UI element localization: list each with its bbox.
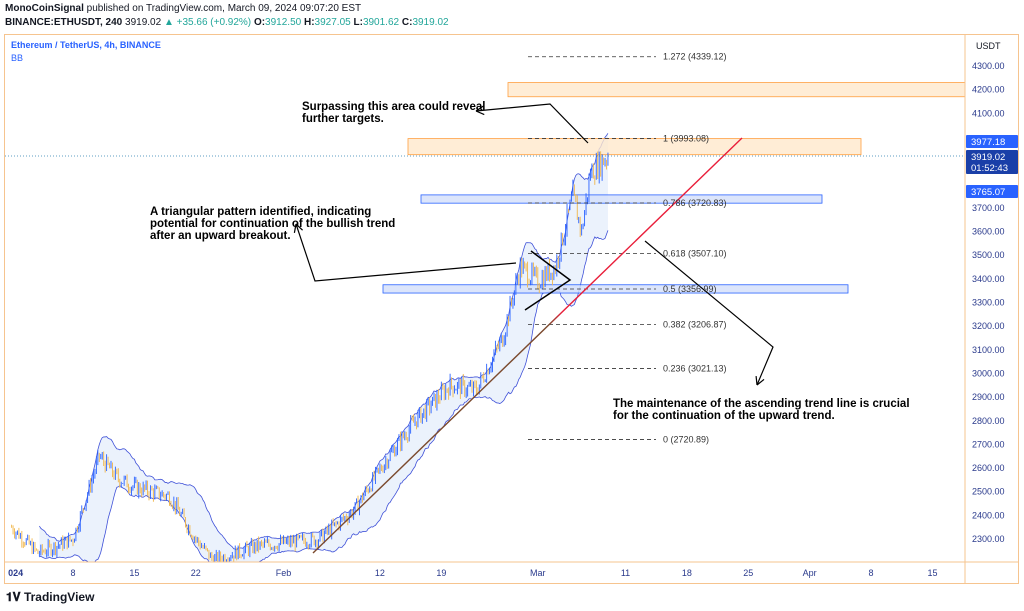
time-tick-label: 18 xyxy=(682,568,692,578)
o-label: O: xyxy=(253,17,266,28)
price-tick-label: 3500.00 xyxy=(972,250,1005,260)
ohlc-bar: BINANCE:ETHUSDT, 240 3919.02 ▲ +35.66 (+… xyxy=(5,17,449,28)
last-price-tag-text: 3919.02 xyxy=(971,152,1005,163)
fib-label-0.236: 0.236 (3021.13) xyxy=(663,363,727,373)
symbol: BINANCE:ETHUSDT, 240 xyxy=(5,17,123,28)
fib-label-0: 0 (2720.89) xyxy=(663,434,709,444)
c-label: C: xyxy=(401,17,413,28)
chart-legend-title: Ethereum / TetherUS, 4h, BINANCE xyxy=(11,40,161,50)
fib-label-0.5: 0.5 (3356.99) xyxy=(663,284,717,294)
tradingview-logo[interactable]: 𝟏𝐕 TradingView xyxy=(6,590,94,605)
price-tick-label: 3000.00 xyxy=(972,368,1005,378)
price-tick-label: 2500.00 xyxy=(972,487,1005,497)
publish-info: MonoCoinSignal published on TradingView.… xyxy=(5,3,361,14)
fib-label-0.382: 0.382 (3206.87) xyxy=(663,320,727,330)
zone-orange xyxy=(507,82,965,98)
h-label: H: xyxy=(303,17,315,28)
bollinger-upper xyxy=(39,133,609,551)
annotation-targets: Surpassing this area could reveal furthe… xyxy=(302,101,486,125)
arrow-triangle xyxy=(295,223,517,282)
close-value: 3919.02 xyxy=(412,17,449,28)
arrow-targets xyxy=(475,103,589,144)
price-change: ▲ +35.66 (+0.92%) xyxy=(163,17,252,28)
bb-upper-tag-text: 3977.18 xyxy=(971,137,1005,148)
time-tick-label: 15 xyxy=(129,568,139,578)
ascending-trend-line xyxy=(312,137,743,554)
price-tick-label: 4200.00 xyxy=(972,85,1005,95)
price-tick-label: 2600.00 xyxy=(972,463,1005,473)
l-label: L: xyxy=(353,17,363,28)
arrow-targets-head xyxy=(475,110,485,116)
time-tick-label: Feb xyxy=(276,568,292,578)
time-tick-label: Apr xyxy=(803,568,817,578)
last-price-tag xyxy=(966,150,1018,174)
zone-blue xyxy=(420,194,823,204)
annotation-triangle: A triangular pattern identified, indicat… xyxy=(150,206,396,242)
price-tick-label: 3200.00 xyxy=(972,321,1005,331)
chart-frame xyxy=(4,34,1019,584)
time-tick-label: 8 xyxy=(70,568,75,578)
price-tick-label: 2400.00 xyxy=(972,510,1005,520)
bb-lower-tag-text: 3765.07 xyxy=(971,187,1005,198)
brand-text: TradingView xyxy=(23,590,95,604)
zone-orange xyxy=(407,138,862,156)
price-tick-label: 2300.00 xyxy=(972,534,1005,544)
high-value: 3927.05 xyxy=(314,17,351,28)
time-tick-label: 12 xyxy=(375,568,385,578)
currency-label: USDT xyxy=(976,41,1001,51)
price-tick-label: 2900.00 xyxy=(972,392,1005,402)
price-tick-label: 2800.00 xyxy=(972,416,1005,426)
bollinger-lower xyxy=(39,230,609,562)
arrow-trendline-head xyxy=(756,378,765,386)
price-tick-label: 3600.00 xyxy=(972,227,1005,237)
plot-area xyxy=(5,56,965,562)
arrow-triangle-head xyxy=(295,223,303,231)
price-tick-label: 3400.00 xyxy=(972,274,1005,284)
annotation-trendline: The maintenance of the ascending trend l… xyxy=(613,398,910,422)
low-value: 3901.62 xyxy=(362,17,400,28)
last-price-tag-text: 01:52:43 xyxy=(971,163,1008,174)
fib-label-1.272: 1.272 (4339.12) xyxy=(663,52,727,62)
time-tick-label: 15 xyxy=(927,568,937,578)
time-tick-label: Mar xyxy=(530,568,546,578)
arrow-triangle-head xyxy=(293,223,297,233)
time-tick-label: 8 xyxy=(869,568,874,578)
price-tick-label: 4100.00 xyxy=(972,108,1005,118)
price-tick-label: 3300.00 xyxy=(972,298,1005,308)
price-tick-label: 3700.00 xyxy=(972,203,1005,213)
fib-label-1: 1 (3993.08) xyxy=(663,134,709,144)
bb-lower-tag xyxy=(966,185,1018,198)
fib-label-0.618: 0.618 (3507.10) xyxy=(663,249,727,259)
fib-label-0.786: 0.786 (3720.83) xyxy=(663,198,727,208)
price-tick-label: 3100.00 xyxy=(972,345,1005,355)
arrow-trendline-head xyxy=(755,375,758,386)
arrow-targets-head xyxy=(475,105,484,112)
author[interactable]: MonoCoinSignal xyxy=(5,3,84,14)
time-tick-label: 25 xyxy=(743,568,753,578)
bb-upper-tag xyxy=(966,135,1018,148)
time-tick-label: 22 xyxy=(191,568,201,578)
price-tick-label: 4300.00 xyxy=(972,61,1005,71)
time-tick-label: 024 xyxy=(8,568,23,578)
open-value: 3912.50 xyxy=(265,17,302,28)
arrow-trendline xyxy=(644,240,774,386)
publish-date: published on TradingView.com, March 09, … xyxy=(86,3,362,14)
triangle-pattern xyxy=(524,250,572,311)
time-tick-label: 19 xyxy=(436,568,446,578)
bollinger-fill xyxy=(39,133,608,562)
tradingview-logo-icon: 𝟏𝐕 xyxy=(6,590,24,604)
indicator-legend-bb[interactable]: BB xyxy=(11,53,24,63)
price-tick-label: 2700.00 xyxy=(972,439,1005,449)
time-tick-label: 11 xyxy=(621,568,630,578)
last-price: 3919.02 xyxy=(125,17,162,28)
